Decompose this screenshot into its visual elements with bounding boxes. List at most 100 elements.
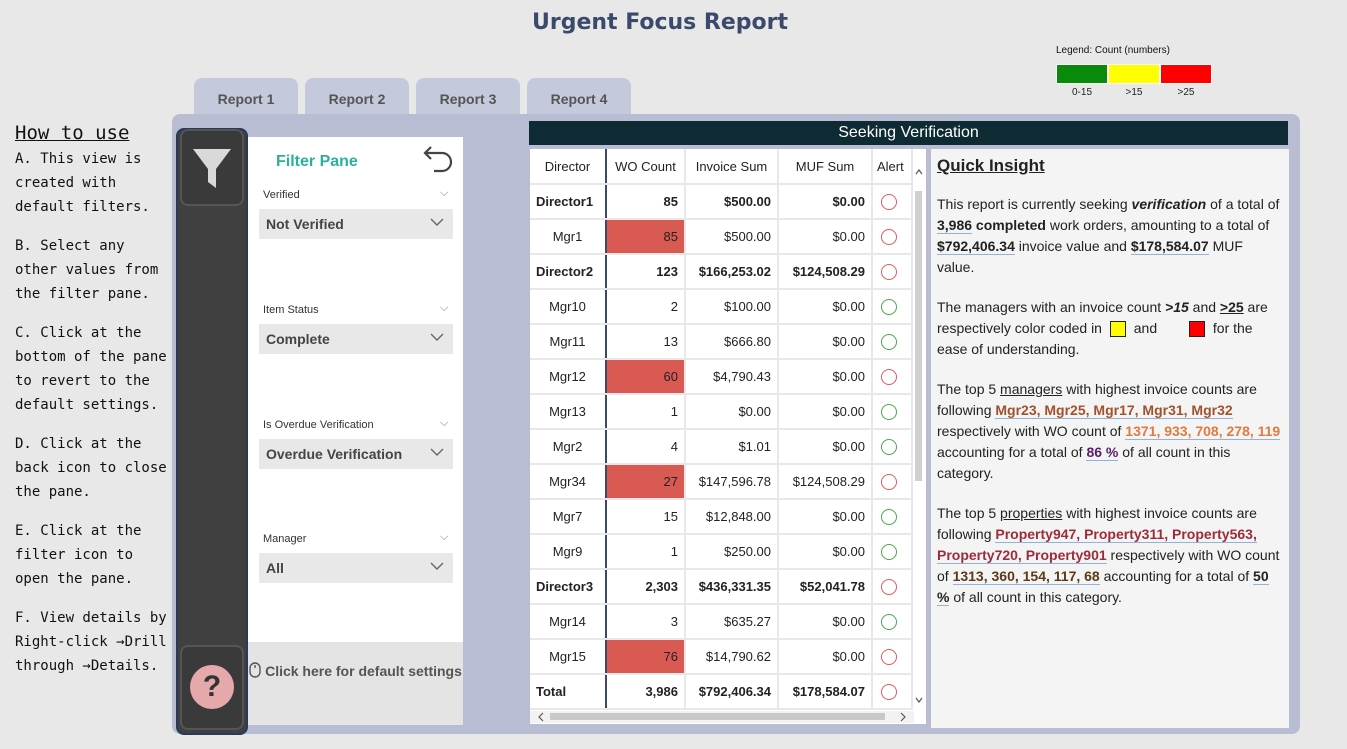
verified-value: Not Verified bbox=[266, 216, 344, 232]
cell-wo-count: 2 bbox=[606, 289, 686, 325]
cell-muf-sum: $0.00 bbox=[778, 289, 873, 325]
vertical-scroll-thumb[interactable] bbox=[915, 191, 922, 481]
side-toolbar bbox=[176, 128, 248, 735]
question-icon: ? bbox=[190, 665, 234, 709]
column-header-director[interactable]: Director bbox=[530, 149, 607, 185]
cell-alert bbox=[872, 674, 913, 710]
cell-alert bbox=[872, 184, 913, 220]
chevron-down-icon[interactable]: ⌵ bbox=[440, 302, 449, 314]
chevron-down-icon bbox=[430, 562, 444, 570]
table-row[interactable]: Mgr14 3 $635.27 $0.00 bbox=[530, 604, 913, 640]
cell-director: Mgr11 bbox=[530, 324, 607, 360]
table-body: Director1 85 $500.00 $0.00 Mgr1 85 $500.00 $0.0… bbox=[530, 184, 913, 710]
tab-report-1[interactable]: Report 1 bbox=[194, 78, 298, 116]
scroll-up-icon[interactable] bbox=[914, 167, 924, 177]
item-status-select[interactable]: Complete bbox=[259, 324, 453, 354]
table-row[interactable]: Mgr7 15 $12,848.00 $0.00 bbox=[530, 499, 913, 535]
cell-alert bbox=[872, 534, 913, 570]
verification-table: Director WO Count Invoice Sum MUF Sum Al… bbox=[530, 149, 926, 724]
table-row[interactable]: Mgr2 4 $1.01 $0.00 bbox=[530, 429, 913, 465]
cell-director: Mgr15 bbox=[530, 639, 607, 675]
table-row[interactable]: Mgr9 1 $250.00 $0.00 bbox=[530, 534, 913, 570]
cell-muf-sum: $0.00 bbox=[778, 429, 873, 465]
column-header-muf-sum[interactable]: MUF Sum bbox=[778, 149, 873, 185]
cell-alert bbox=[872, 359, 913, 395]
table-row[interactable]: Mgr11 13 $666.80 $0.00 bbox=[530, 324, 913, 360]
table-row[interactable]: Mgr13 1 $0.00 $0.00 bbox=[530, 394, 913, 430]
chevron-down-icon bbox=[430, 333, 444, 341]
horizontal-scroll-thumb[interactable] bbox=[550, 713, 885, 720]
table-row[interactable]: Mgr12 60 $4,790.43 $0.00 bbox=[530, 359, 913, 395]
chevron-down-icon[interactable]: ⌵ bbox=[440, 187, 449, 199]
cell-alert bbox=[872, 604, 913, 640]
default-settings-button[interactable]: Click here for default settings bbox=[248, 642, 463, 725]
manager-select[interactable]: All bbox=[259, 553, 453, 583]
filter-label-verified: Verified bbox=[263, 189, 300, 201]
cell-invoice-sum: $4,790.43 bbox=[685, 359, 779, 395]
table-row[interactable]: Mgr1 85 $500.00 $0.00 bbox=[530, 219, 913, 255]
howto-step: B. Select any other values from the filt… bbox=[15, 238, 159, 302]
cell-wo-count: 3 bbox=[606, 604, 686, 640]
cell-invoice-sum: $635.27 bbox=[685, 604, 779, 640]
cell-muf-sum: $0.00 bbox=[778, 184, 873, 220]
cell-alert bbox=[872, 569, 913, 605]
red-circle-icon bbox=[881, 228, 897, 245]
insight-paragraph-summary: This report is currently seeking verific… bbox=[937, 196, 1280, 275]
green-circle-icon bbox=[881, 438, 897, 455]
scroll-left-icon[interactable] bbox=[536, 711, 546, 723]
cell-director: Director1 bbox=[530, 184, 607, 220]
column-header-wo-count[interactable]: WO Count bbox=[606, 149, 686, 185]
insight-paragraph-top-managers: The top 5 managers with highest invoice … bbox=[937, 381, 1281, 481]
legend-label: 0-15 bbox=[1071, 87, 1092, 98]
legend-swatches bbox=[1056, 64, 1216, 84]
cell-wo-count: 15 bbox=[606, 499, 686, 535]
cell-wo-count: 13 bbox=[606, 324, 686, 360]
report-tabs: Report 1 Report 2 Report 3 Report 4 bbox=[194, 78, 631, 116]
cell-alert bbox=[872, 219, 913, 255]
chevron-down-icon[interactable]: ⌵ bbox=[440, 417, 449, 429]
tab-report-4[interactable]: Report 4 bbox=[527, 78, 631, 116]
tab-report-3[interactable]: Report 3 bbox=[416, 78, 520, 116]
overdue-select[interactable]: Overdue Verification bbox=[259, 439, 453, 469]
chevron-down-icon bbox=[430, 218, 444, 226]
table-row[interactable]: Mgr34 27 $147,596.78 $124,508.29 bbox=[530, 464, 913, 500]
cell-invoice-sum: $500.00 bbox=[685, 184, 779, 220]
help-button[interactable]: ? bbox=[180, 645, 244, 730]
green-circle-icon bbox=[881, 508, 897, 525]
cell-wo-count: 85 bbox=[606, 184, 686, 220]
table-row[interactable]: Total 3,986 $792,406.34 $178,584.07 bbox=[530, 674, 913, 710]
cell-director: Mgr10 bbox=[530, 289, 607, 325]
table-row[interactable]: Mgr10 2 $100.00 $0.00 bbox=[530, 289, 913, 325]
table-row[interactable]: Director1 85 $500.00 $0.00 bbox=[530, 184, 913, 220]
cell-muf-sum: $52,041.78 bbox=[778, 569, 873, 605]
scroll-down-icon[interactable] bbox=[914, 695, 924, 705]
table-row[interactable]: Mgr15 76 $14,790.62 $0.00 bbox=[530, 639, 913, 675]
cell-director: Director3 bbox=[530, 569, 607, 605]
legend-label: >25 bbox=[1177, 87, 1195, 98]
filter-toggle-button[interactable] bbox=[180, 129, 244, 206]
default-settings-label: Click here for default settings bbox=[265, 663, 462, 679]
howto-step: C. Click at the bottom of the pane to re… bbox=[15, 325, 167, 413]
chevron-down-icon[interactable]: ⌵ bbox=[440, 531, 449, 543]
back-arrow-icon[interactable] bbox=[422, 142, 456, 176]
cell-director: Mgr9 bbox=[530, 534, 607, 570]
howto-step: A. This view is created with default fil… bbox=[15, 151, 150, 215]
insight-paragraph-color-coding: The managers with an invoice count >15 a… bbox=[937, 299, 1268, 357]
yellow-swatch bbox=[1109, 321, 1126, 338]
scroll-right-icon[interactable] bbox=[898, 711, 908, 723]
cell-wo-count: 2,303 bbox=[606, 569, 686, 605]
cell-muf-sum: $0.00 bbox=[778, 639, 873, 675]
column-header-alert[interactable]: Alert bbox=[872, 149, 913, 185]
cell-alert bbox=[872, 254, 913, 290]
horizontal-scrollbar[interactable] bbox=[530, 711, 914, 723]
table-row[interactable]: Director3 2,303 $436,331.35 $52,041.78 bbox=[530, 569, 913, 605]
data-table: Director WO Count Invoice Sum MUF Sum Al… bbox=[530, 149, 913, 710]
vertical-scrollbar[interactable] bbox=[914, 167, 924, 707]
cell-director: Mgr1 bbox=[530, 219, 607, 255]
column-header-invoice-sum[interactable]: Invoice Sum bbox=[685, 149, 779, 185]
table-row[interactable]: Director2 123 $166,253.02 $124,508.29 bbox=[530, 254, 913, 290]
tab-report-2[interactable]: Report 2 bbox=[305, 78, 409, 116]
verified-select[interactable]: Not Verified bbox=[259, 209, 453, 239]
cell-muf-sum: $0.00 bbox=[778, 499, 873, 535]
quick-insight-heading: Quick Insight bbox=[937, 156, 1045, 175]
